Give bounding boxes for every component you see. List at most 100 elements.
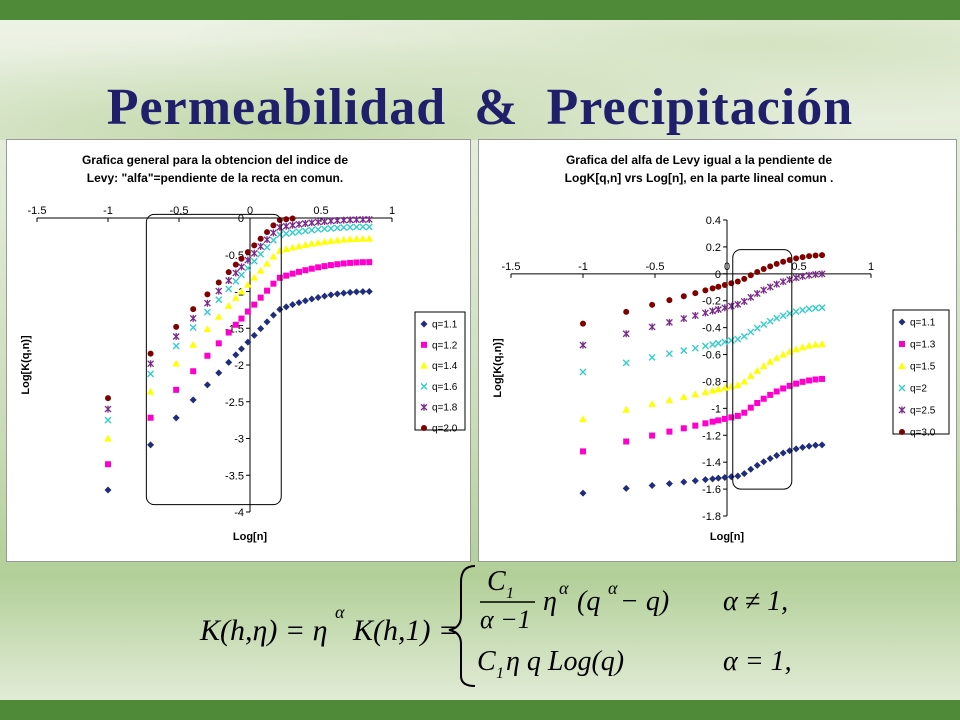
data-point	[282, 230, 290, 238]
y-tick-label: -3.5	[225, 470, 244, 482]
left-chart-panel: Grafica general para la obtencion del in…	[6, 139, 471, 562]
data-point	[759, 362, 768, 369]
data-point	[665, 350, 673, 358]
data-point	[308, 265, 315, 272]
y-tick-label: -0.6	[702, 350, 721, 362]
data-point	[721, 338, 729, 346]
data-point	[346, 235, 354, 243]
data-point	[190, 368, 197, 375]
series-q=1.8	[104, 215, 373, 413]
data-point	[734, 278, 741, 285]
slide-title: Permeabilidad & Precipitación	[106, 79, 854, 136]
data-point	[741, 409, 748, 416]
series-q=1.4	[104, 234, 374, 442]
data-point	[734, 300, 742, 308]
data-point	[232, 351, 240, 359]
case1-expr-exp: α	[559, 578, 569, 598]
data-point	[301, 297, 309, 305]
data-point	[728, 414, 735, 421]
data-point	[251, 242, 258, 249]
data-point	[340, 289, 348, 297]
data-point	[189, 324, 197, 332]
legend-box	[414, 311, 466, 431]
y-tick-label: -1.6	[702, 484, 721, 496]
data-point	[232, 269, 240, 277]
data-point	[289, 270, 296, 277]
data-point	[346, 223, 354, 231]
data-point	[238, 263, 245, 271]
x-tick-label: 1	[868, 261, 874, 273]
case1-num-sub: 1	[506, 585, 514, 602]
data-point	[709, 285, 716, 292]
legend-marker	[420, 382, 428, 390]
data-point	[346, 288, 354, 296]
y-tick-label: -0.2	[702, 296, 721, 308]
data-point	[727, 382, 736, 390]
y-axis-label: Log[K(q,n)]	[492, 338, 504, 398]
data-point	[307, 239, 316, 247]
data-point	[250, 249, 258, 257]
series-q=2.0	[105, 215, 296, 402]
data-point	[173, 323, 180, 330]
data-point	[708, 386, 717, 394]
data-point	[648, 323, 656, 331]
data-point	[740, 377, 749, 385]
data-point	[799, 443, 807, 451]
data-point	[702, 287, 709, 294]
data-point	[727, 302, 735, 310]
data-point	[244, 264, 252, 272]
legend-label: q=1.1	[910, 318, 936, 329]
case1-tail-exp: α	[608, 578, 618, 598]
data-point	[648, 481, 656, 489]
data-point	[779, 312, 787, 320]
data-point	[812, 376, 819, 383]
data-point	[747, 272, 754, 279]
data-point	[665, 318, 673, 326]
data-point	[818, 441, 826, 449]
case1-tail-end: − q)	[620, 586, 669, 617]
data-point	[760, 458, 768, 466]
data-point	[203, 325, 212, 333]
case2-rest: η q Log(q)	[506, 646, 624, 677]
data-point	[214, 312, 223, 320]
data-point	[709, 418, 716, 425]
data-point	[308, 295, 316, 303]
data-point	[766, 317, 774, 325]
data-point	[215, 279, 222, 286]
data-point	[321, 292, 329, 300]
data-point	[215, 340, 222, 347]
series-q=2.5	[579, 270, 826, 349]
legend-marker	[420, 320, 428, 328]
data-point	[680, 478, 688, 486]
data-point	[747, 465, 755, 473]
legend-label: q=2.0	[432, 424, 458, 435]
data-point	[301, 227, 309, 235]
data-point	[366, 259, 373, 266]
data-point	[264, 287, 271, 294]
data-point	[263, 318, 271, 326]
data-point	[806, 377, 813, 384]
data-point	[276, 305, 284, 313]
data-point	[189, 396, 197, 404]
data-point	[648, 400, 656, 407]
data-point	[773, 260, 780, 267]
y-tick-label: -1.8	[702, 511, 721, 523]
data-point	[753, 366, 762, 374]
data-point	[334, 261, 341, 268]
data-point	[270, 280, 277, 287]
data-point	[269, 229, 277, 237]
data-point	[204, 291, 211, 298]
data-point	[579, 415, 587, 423]
x-tick-label: -0.5	[170, 205, 189, 217]
data-point	[302, 267, 309, 274]
data-point	[289, 221, 297, 229]
data-point	[819, 252, 826, 259]
data-point	[734, 472, 742, 480]
data-point	[623, 308, 630, 315]
data-point	[264, 229, 271, 236]
data-point	[805, 271, 813, 279]
data-point	[225, 285, 233, 293]
data-point	[701, 342, 709, 350]
data-point	[321, 263, 328, 270]
data-point	[244, 256, 252, 264]
